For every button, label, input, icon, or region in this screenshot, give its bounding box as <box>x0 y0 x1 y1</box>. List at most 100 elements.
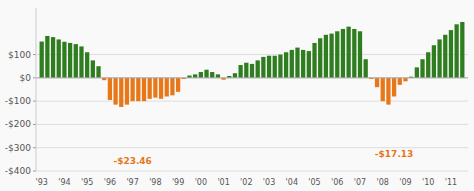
bar <box>210 72 214 78</box>
bar <box>267 56 271 78</box>
zero-line <box>36 77 468 78</box>
bar <box>261 57 265 78</box>
annotation: -$17.13 <box>375 149 413 159</box>
bar <box>392 78 396 97</box>
bar <box>449 30 453 78</box>
x-tick-label: '01 <box>217 178 229 187</box>
bar <box>153 78 157 98</box>
x-tick-label: '07 <box>354 178 366 187</box>
y-tick-label: -$300 <box>5 143 31 153</box>
bar <box>165 78 169 97</box>
bar <box>347 27 351 78</box>
bar <box>96 66 100 78</box>
background <box>0 0 474 191</box>
bar <box>312 43 316 78</box>
x-tick-label: '11 <box>445 178 457 187</box>
bar <box>455 24 459 78</box>
bar <box>301 50 305 78</box>
bar <box>113 78 117 105</box>
x-tick-label: '98 <box>149 178 161 187</box>
bar <box>324 35 328 78</box>
bar <box>125 78 129 105</box>
bar <box>193 74 197 77</box>
y-axis-line <box>36 8 37 171</box>
chart: $100$0-$100-$200-$300-$400'93'94'95'96'9… <box>0 0 474 191</box>
bar <box>170 78 174 95</box>
bar <box>278 55 282 78</box>
bar <box>244 63 248 78</box>
x-tick-label: '05 <box>308 178 320 187</box>
bar <box>142 78 146 101</box>
bar <box>403 78 407 81</box>
bar <box>386 78 390 105</box>
grid <box>36 55 468 171</box>
bar <box>136 78 140 101</box>
x-tick-label: '03 <box>263 178 275 187</box>
bar <box>432 45 436 78</box>
bar <box>420 59 424 78</box>
bar <box>352 29 356 78</box>
bar <box>284 52 288 78</box>
x-tick-label: '06 <box>331 178 343 187</box>
bar <box>250 64 254 78</box>
x-tick-label: '02 <box>240 178 252 187</box>
bar <box>148 78 152 99</box>
bar <box>358 31 362 78</box>
bar <box>335 31 339 78</box>
bar <box>290 50 294 78</box>
annotation: -$23.46 <box>113 156 151 166</box>
grid-line <box>36 77 468 78</box>
bar <box>426 52 430 78</box>
bar <box>341 29 345 78</box>
x-tick-label: '95 <box>81 178 93 187</box>
x-tick-label: '10 <box>422 178 434 187</box>
bar <box>233 73 237 78</box>
bar <box>119 78 123 107</box>
bar <box>74 44 78 78</box>
bar <box>381 78 385 101</box>
x-tick-label: '04 <box>286 178 298 187</box>
bar <box>159 78 163 99</box>
x-tick-label: '08 <box>377 178 389 187</box>
bar <box>57 39 61 77</box>
bar <box>398 78 402 85</box>
bar <box>79 46 83 77</box>
y-tick-label: $0 <box>20 73 32 83</box>
grid-line <box>36 101 468 102</box>
grid-line <box>36 54 468 55</box>
bar <box>62 42 66 78</box>
y-tick-label: -$200 <box>5 119 31 129</box>
bar <box>40 42 44 78</box>
bar <box>216 74 220 77</box>
bar <box>51 37 55 78</box>
bar <box>364 59 368 78</box>
bars <box>40 22 465 107</box>
x-tick-label: '99 <box>172 178 184 187</box>
bar <box>329 34 333 78</box>
bar <box>295 48 299 78</box>
bar <box>437 39 441 77</box>
x-tick-label: '00 <box>195 178 207 187</box>
bar <box>307 51 311 78</box>
grid-line <box>36 124 468 125</box>
x-tick-label: '94 <box>58 178 70 187</box>
bar <box>108 78 112 100</box>
bar <box>131 78 135 101</box>
bar <box>256 60 260 77</box>
grid-line <box>36 171 468 172</box>
bar <box>375 78 379 87</box>
y-tick-label: -$400 <box>5 166 31 176</box>
bar <box>273 56 277 78</box>
bar <box>199 72 203 78</box>
bar <box>204 70 208 78</box>
bar <box>443 35 447 78</box>
y-tick-label: $100 <box>8 50 31 60</box>
x-tick-label: '93 <box>35 178 47 187</box>
x-tick-label: '96 <box>104 178 116 187</box>
bar <box>176 78 180 92</box>
bar <box>239 65 243 78</box>
bar <box>318 38 322 78</box>
bar <box>68 43 72 78</box>
bar <box>85 52 89 78</box>
x-tick-label: '09 <box>399 178 411 187</box>
